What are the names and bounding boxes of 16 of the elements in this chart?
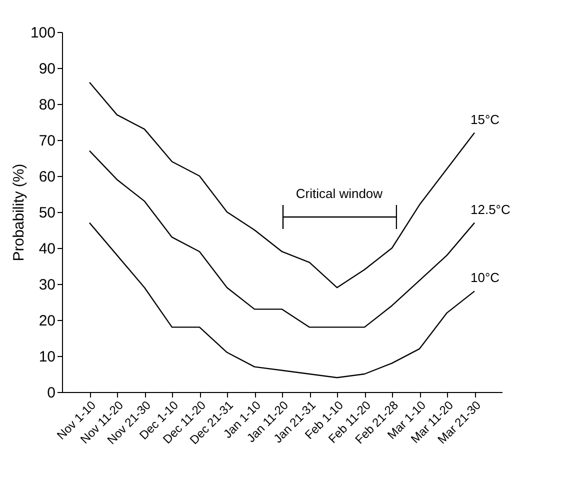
y-tick-label: 70 <box>38 132 56 150</box>
y-tick-label: 50 <box>38 204 56 222</box>
y-tick-label: 30 <box>38 276 56 294</box>
series-label: 15°C <box>470 112 500 127</box>
y-tick-label: 20 <box>38 312 56 330</box>
y-tick-label: 10 <box>38 348 56 366</box>
y-tick-label: 100 <box>30 24 56 42</box>
y-tick-label: 40 <box>38 240 56 258</box>
y-tick-label: 80 <box>38 96 56 114</box>
series-label: 12.5°C <box>470 202 510 217</box>
y-tick-label: 0 <box>47 384 56 402</box>
y-tick-label: 60 <box>38 168 56 186</box>
series-label: 10°C <box>470 270 500 286</box>
y-axis-title: Probability (%) <box>10 164 28 262</box>
y-tick-label: 90 <box>38 60 56 78</box>
annotation: Critical window <box>296 186 384 202</box>
